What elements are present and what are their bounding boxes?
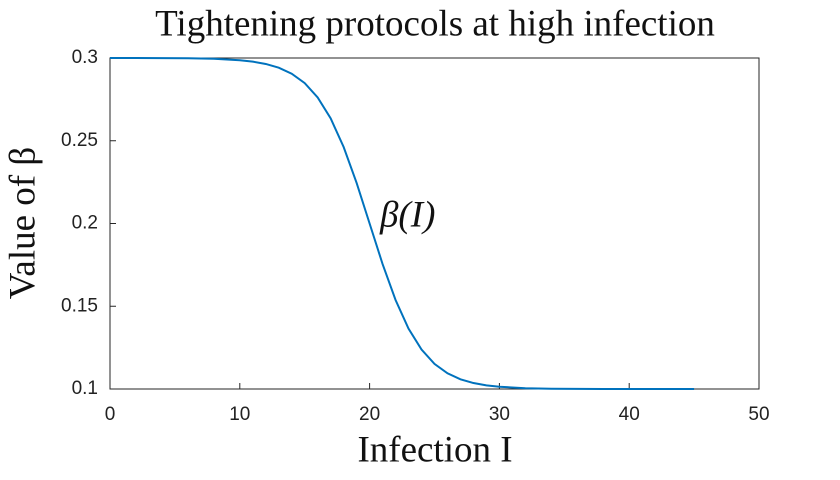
x-tick-label: 30 <box>489 404 510 425</box>
y-tick-label: 0.25 <box>61 130 98 151</box>
plot-area <box>109 57 760 390</box>
x-tick-label: 0 <box>105 404 116 425</box>
y-tick-label: 0.15 <box>61 295 98 316</box>
x-tick-label: 50 <box>748 404 769 425</box>
annotation: β(I) <box>379 194 435 235</box>
x-tick-label: 20 <box>359 404 380 425</box>
y-tick-label: 0.1 <box>72 378 98 399</box>
chart-title: Tightening protocols at high infection <box>155 3 715 44</box>
x-tick-label: 10 <box>229 404 250 425</box>
y-tick-label: 0.3 <box>72 47 98 68</box>
x-axis-label: Infection I <box>357 429 512 470</box>
y-tick-label: 0.2 <box>72 213 98 234</box>
x-tick-label: 40 <box>619 404 640 425</box>
y-axis-label: Value of β <box>2 147 43 299</box>
line <box>109 57 695 390</box>
